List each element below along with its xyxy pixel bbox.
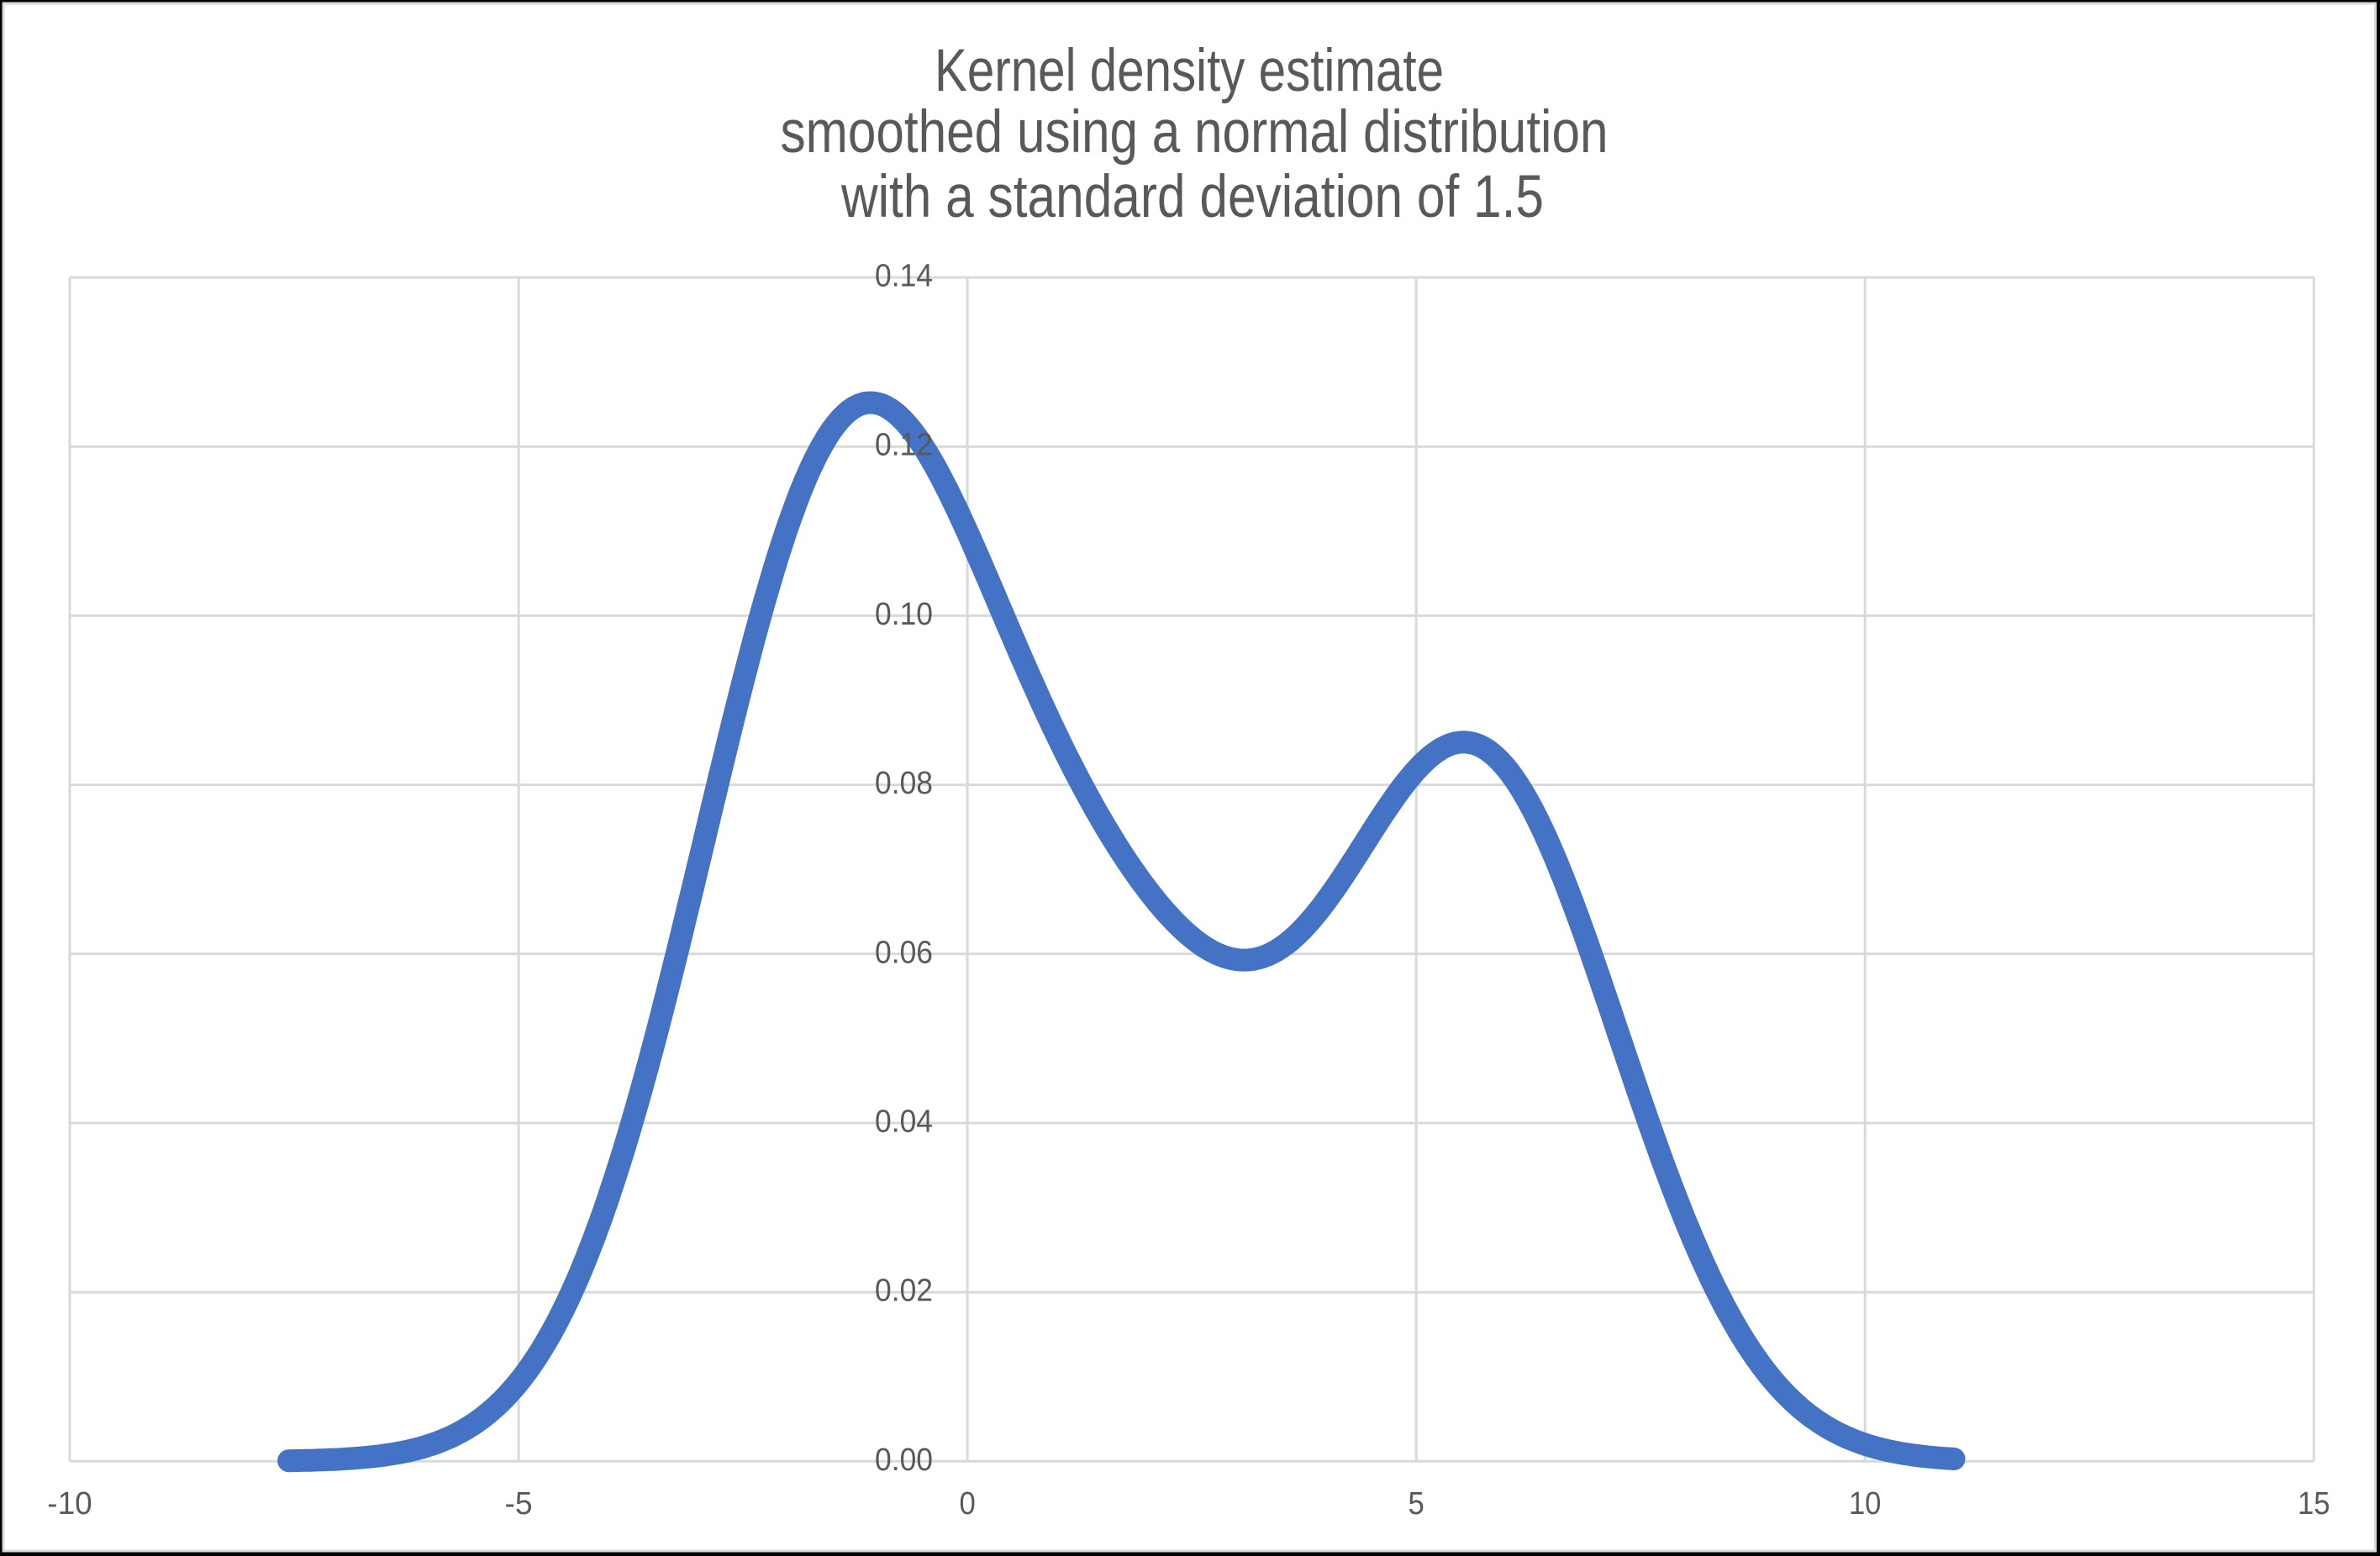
svg-text:5: 5 [1409, 1486, 1424, 1522]
svg-text:-10: -10 [47, 1486, 92, 1522]
svg-text:0.06: 0.06 [875, 935, 933, 970]
svg-text:smoothed using a normal distri: smoothed using a normal distribution [781, 99, 1609, 166]
svg-text:0.04: 0.04 [875, 1105, 933, 1140]
svg-text:0.02: 0.02 [875, 1274, 933, 1309]
svg-text:0.10: 0.10 [875, 597, 933, 632]
svg-text:-5: -5 [505, 1486, 533, 1522]
svg-text:Kernel density estimate: Kernel density estimate [935, 38, 1444, 104]
svg-text:0.08: 0.08 [875, 766, 933, 801]
svg-text:0.12: 0.12 [875, 428, 933, 463]
svg-text:15: 15 [2298, 1486, 2330, 1522]
svg-text:0: 0 [959, 1486, 975, 1522]
svg-text:0.00: 0.00 [875, 1443, 933, 1478]
svg-text:with a standard deviation of 1: with a standard deviation of 1.5 [840, 164, 1544, 230]
svg-text:10: 10 [1849, 1486, 1882, 1522]
svg-text:0.14: 0.14 [875, 259, 933, 294]
